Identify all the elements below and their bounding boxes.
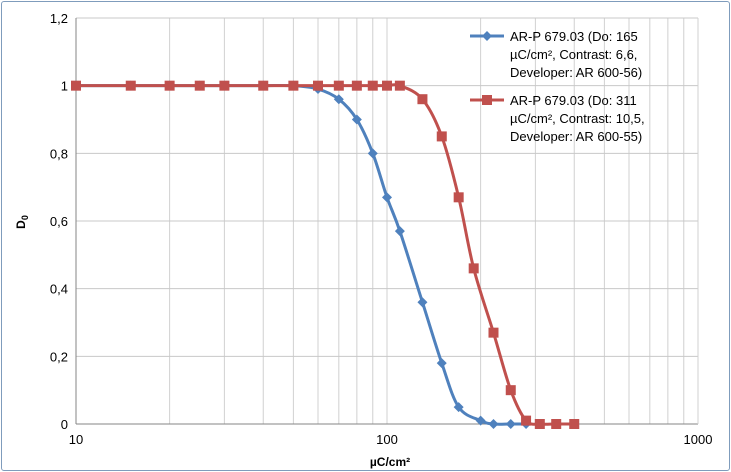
data-point-square [351, 80, 362, 91]
legend-entry-2: AR-P 679.03 (Do: 311 µC/cm², Contrast: 10… [470, 93, 645, 144]
x-tick-label: 100 [376, 432, 398, 447]
y-tick-label: 0 [61, 417, 68, 432]
data-point-diamond [333, 94, 344, 105]
series-2 [71, 80, 580, 429]
legend-label-line: AR-P 679.03 (Do: 311 [510, 93, 637, 108]
y-tick-label: 1 [61, 79, 68, 94]
data-point-square [313, 80, 324, 91]
data-point-square [219, 80, 230, 91]
x-tick-label: 10 [69, 432, 83, 447]
legend-label-line: Developer: AR 600-55) [510, 129, 642, 144]
data-point-square [382, 80, 392, 91]
data-point-diamond [505, 419, 516, 429]
data-point-square [194, 80, 205, 91]
data-point-square [71, 80, 81, 91]
y-tick-label: 0,6 [50, 214, 68, 229]
data-point-diamond [475, 415, 486, 426]
x-axis-title: µC/cm² [370, 455, 410, 469]
data-point-square [258, 80, 269, 91]
data-point-square [521, 415, 532, 426]
data-point-square [534, 419, 545, 429]
series-1 [71, 80, 532, 429]
data-point-diamond [382, 192, 392, 203]
legend-label-line: µC/cm², Contrast: 10,5, [510, 111, 645, 126]
data-point-diamond [394, 226, 405, 237]
data-point-diamond [367, 148, 378, 159]
data-point-square [488, 327, 499, 338]
data-point-diamond [482, 31, 492, 41]
legend-entry-1: AR-P 679.03 (Do: 165 µC/cm², Contrast: 6,… [470, 29, 642, 80]
legend: AR-P 679.03 (Do: 165 µC/cm², Contrast: 6,… [470, 29, 645, 144]
data-point-square [125, 80, 136, 91]
series-line [75, 83, 527, 426]
data-point-square [394, 80, 405, 91]
series-line [75, 83, 575, 426]
data-point-square [417, 94, 428, 105]
data-point-diamond [351, 114, 362, 125]
data-point-square [333, 80, 344, 91]
data-point-square [367, 80, 378, 91]
legend-label-line: AR-P 679.03 (Do: 165 [510, 29, 638, 44]
legend-label-line: Developer: AR 600-56) [510, 65, 642, 80]
data-point-square [436, 131, 447, 142]
data-point-square [482, 95, 492, 105]
data-point-square [164, 80, 175, 91]
data-point-square [551, 419, 562, 429]
data-point-diamond [436, 358, 447, 369]
data-point-diamond [453, 402, 464, 413]
y-axis-title-main: D [14, 220, 28, 229]
y-tick-label: 1,2 [50, 11, 68, 26]
data-point-square [453, 192, 464, 203]
x-tick-label: 1000 [684, 432, 713, 447]
data-point-diamond [417, 297, 428, 308]
data-point-diamond [488, 419, 499, 429]
data-point-square [505, 385, 516, 396]
data-point-square [569, 419, 580, 429]
data-point-square [288, 80, 299, 91]
legend-label-line: µC/cm², Contrast: 6,6, [510, 47, 637, 62]
data-point-square [468, 263, 479, 274]
y-tick-label: 0,4 [50, 282, 68, 297]
y-axis-title-sub: 0 [20, 215, 30, 220]
y-tick-label: 0,2 [50, 349, 68, 364]
tick-labels: 0 0,2 0,4 0,6 0,8 1 1,2 10 100 1000 [50, 11, 713, 447]
y-axis-title: D0 [14, 215, 30, 229]
y-tick-label: 0,8 [50, 146, 68, 161]
series-layer [71, 80, 580, 429]
